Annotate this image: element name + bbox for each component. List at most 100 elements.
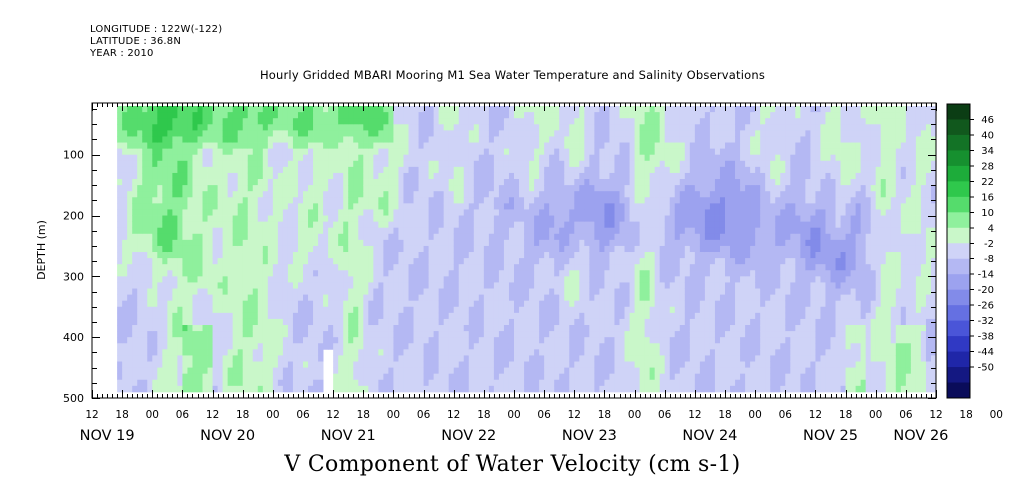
field-cell	[313, 300, 319, 308]
field-cell	[348, 142, 354, 150]
field-cell	[272, 166, 279, 174]
field-cell	[343, 118, 349, 125]
field-cell	[493, 276, 500, 283]
field-cell	[388, 185, 394, 192]
field-cell	[493, 270, 500, 277]
field-cell	[403, 343, 409, 350]
field-cell	[488, 325, 495, 332]
field-cell	[463, 252, 470, 259]
field-cell	[438, 331, 445, 338]
field-cell	[549, 349, 555, 356]
field-cell	[363, 276, 369, 283]
field-cell	[508, 160, 515, 168]
field-cell	[267, 221, 274, 229]
field-cell	[639, 227, 646, 235]
field-cell	[132, 191, 138, 198]
field-cell	[594, 294, 600, 302]
field-cell	[503, 112, 510, 119]
field-cell	[569, 179, 575, 186]
field-cell	[388, 172, 394, 180]
field-cell	[182, 270, 188, 277]
field-cell	[137, 233, 143, 241]
field-cell	[443, 106, 450, 113]
field-cell	[132, 233, 138, 241]
field-cell	[252, 245, 259, 253]
field-cell	[197, 239, 203, 247]
field-cell	[252, 385, 259, 393]
field-cell	[498, 130, 505, 137]
field-cell	[514, 343, 520, 350]
field-cell	[262, 294, 269, 302]
field-cell	[267, 166, 274, 174]
field-cell	[498, 239, 505, 247]
field-cell	[142, 191, 148, 198]
field-cell	[649, 160, 656, 168]
field-cell	[358, 191, 364, 198]
field-cell	[428, 160, 435, 168]
field-cell	[519, 112, 525, 119]
field-cell	[182, 215, 188, 223]
field-cell	[242, 166, 249, 174]
field-cell	[202, 227, 208, 235]
field-cell	[624, 185, 630, 192]
field-cell	[368, 306, 374, 314]
field-cell	[634, 179, 640, 186]
field-cell	[393, 270, 399, 277]
field-cell	[428, 215, 435, 223]
field-cell	[358, 306, 364, 314]
field-cell	[338, 227, 344, 235]
field-cell	[579, 245, 585, 253]
field-cell	[222, 312, 229, 320]
field-cell	[217, 325, 224, 332]
field-cell	[383, 179, 389, 186]
field-cell	[222, 203, 229, 210]
field-cell	[453, 160, 460, 168]
field-cell	[318, 142, 324, 150]
field-cell	[132, 166, 138, 174]
field-cell	[403, 337, 409, 344]
field-cell	[463, 331, 470, 338]
field-cell	[318, 233, 324, 241]
field-cell	[438, 142, 445, 150]
field-cell	[383, 276, 389, 283]
field-cell	[247, 245, 254, 253]
field-cell	[242, 106, 249, 113]
field-cell	[589, 172, 595, 180]
field-cell	[403, 160, 409, 168]
field-cell	[468, 106, 475, 113]
field-cell	[473, 160, 480, 168]
field-cell	[433, 166, 440, 174]
field-cell	[318, 312, 324, 320]
field-cell	[313, 160, 319, 168]
field-cell	[624, 227, 630, 235]
field-cell	[182, 239, 188, 247]
field-cell	[338, 385, 344, 393]
field-cell	[237, 312, 244, 320]
field-cell	[624, 385, 630, 393]
field-cell	[267, 258, 274, 265]
field-cell	[529, 185, 535, 192]
field-cell	[408, 209, 414, 216]
field-cell	[478, 154, 485, 162]
field-cell	[473, 221, 480, 229]
field-cell	[488, 282, 495, 289]
field-cell	[564, 373, 570, 381]
field-cell	[473, 136, 480, 143]
field-cell	[524, 361, 530, 368]
field-cell	[182, 385, 188, 393]
field-cell	[428, 209, 435, 216]
field-cell	[539, 361, 545, 368]
field-cell	[534, 221, 540, 229]
field-cell	[529, 245, 535, 253]
field-cell	[222, 300, 229, 308]
field-cell	[297, 337, 304, 344]
field-cell	[423, 379, 429, 387]
field-cell	[503, 136, 510, 143]
field-cell	[418, 179, 424, 186]
field-cell	[137, 172, 143, 180]
field-cell	[257, 294, 264, 302]
field-cell	[639, 306, 646, 314]
field-cell	[277, 227, 284, 235]
field-cell	[267, 288, 274, 295]
field-cell	[373, 221, 379, 229]
